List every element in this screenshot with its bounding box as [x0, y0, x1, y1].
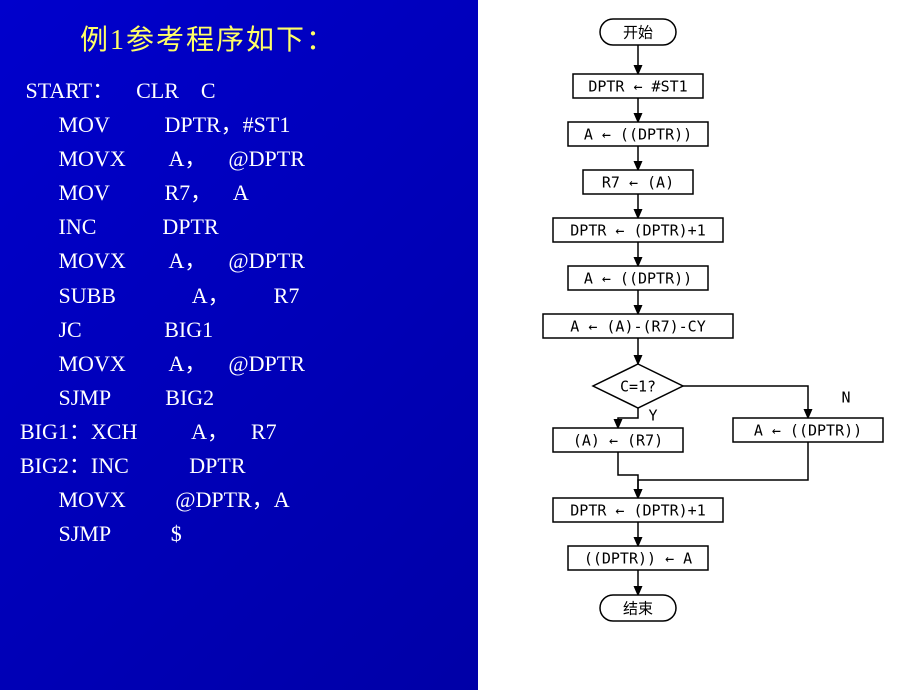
code-panel: 例1参考程序如下： START： CLR C MOV DPTR，#ST1 MOV…: [0, 0, 480, 561]
code-line: MOVX A， @DPTR: [20, 347, 470, 381]
node-label: A ← (A)-(R7)-CY: [570, 318, 705, 336]
code-line: SJMP BIG2: [20, 381, 470, 415]
code-line: JC BIG1: [20, 313, 470, 347]
assembly-code: START： CLR C MOV DPTR，#ST1 MOVX A， @DPTR…: [20, 74, 470, 551]
flow-edge: [683, 386, 808, 418]
code-line: SUBB A， R7: [20, 279, 470, 313]
node-label: R7 ← (A): [602, 174, 674, 192]
code-line: SJMP $: [20, 517, 470, 551]
flowchart-svg: Y N 开始 DPTR ← #ST1 A ← ((DPTR)) R7 ← (A) DPTR …: [478, 0, 920, 690]
node-label: (A) ← (R7): [573, 432, 663, 450]
edge-label: N: [841, 389, 850, 407]
code-line: BIG2：INC DPTR: [20, 449, 470, 483]
flow-edge: [618, 452, 638, 498]
node-label: DPTR ← (DPTR)+1: [570, 222, 705, 240]
flow-edge: [618, 408, 638, 428]
flowchart-panel: Y N 开始 DPTR ← #ST1 A ← ((DPTR)) R7 ← (A) DPTR …: [478, 0, 920, 690]
code-line: BIG1：XCH A， R7: [20, 415, 470, 449]
node-label: ((DPTR)) ← A: [584, 550, 692, 568]
node-label: A ← ((DPTR)): [584, 126, 692, 144]
code-line: MOV DPTR，#ST1: [20, 108, 470, 142]
node-label: A ← ((DPTR)): [754, 422, 862, 440]
code-line: START： CLR C: [20, 74, 470, 108]
node-label: A ← ((DPTR)): [584, 270, 692, 288]
code-line: MOVX A， @DPTR: [20, 244, 470, 278]
node-label: DPTR ← #ST1: [588, 78, 687, 96]
node-label: DPTR ← (DPTR)+1: [570, 502, 705, 520]
slide-title: 例1参考程序如下：: [80, 18, 470, 58]
edge-label: Y: [648, 407, 657, 425]
code-line: MOVX A， @DPTR: [20, 142, 470, 176]
node-label: 结束: [623, 600, 653, 618]
node-label: 开始: [623, 24, 653, 42]
node-label: C=1?: [620, 378, 656, 396]
code-line: MOVX @DPTR，A: [20, 483, 470, 517]
code-line: MOV R7， A: [20, 176, 470, 210]
code-line: INC DPTR: [20, 210, 470, 244]
